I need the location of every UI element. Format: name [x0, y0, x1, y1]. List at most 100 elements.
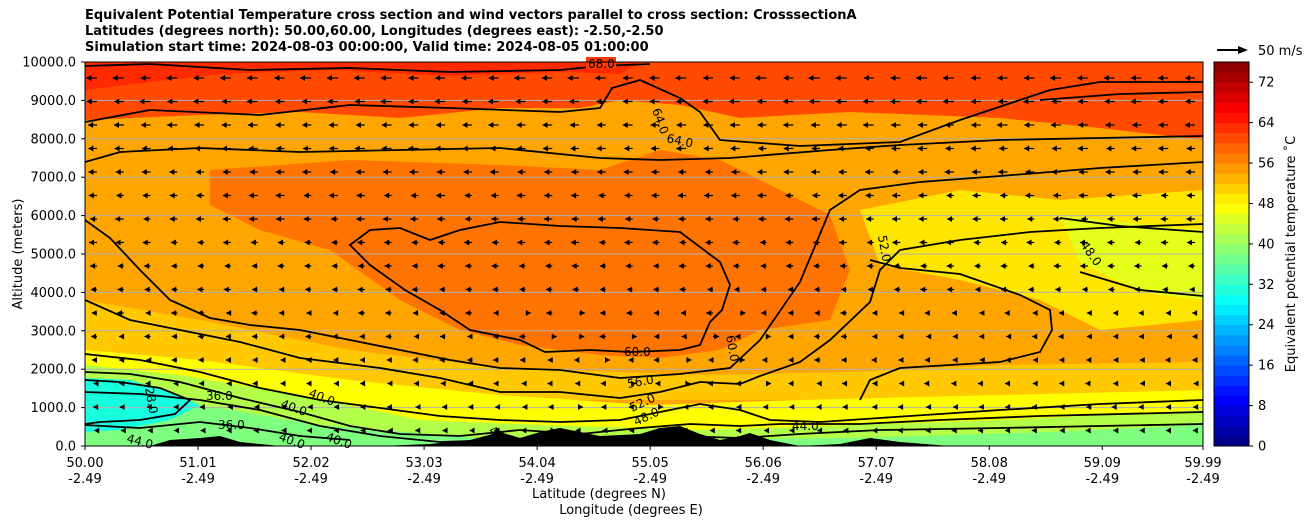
x-tick-label-lat: 58.08	[971, 456, 1008, 471]
wind-vector-head	[707, 380, 713, 387]
wind-vector-head	[305, 333, 311, 340]
wind-vector-head	[412, 263, 418, 269]
wind-vector-head	[978, 427, 984, 434]
wind-vector-head	[649, 98, 655, 105]
wind-vector-head	[1026, 239, 1032, 246]
wind-vector-head	[546, 310, 552, 316]
x-tick-label-lon: -2.49	[859, 472, 893, 487]
wind-vector-head	[863, 75, 869, 81]
wind-vector-head	[866, 216, 872, 222]
wind-vector-head	[654, 333, 660, 340]
wind-vector-head	[811, 169, 817, 175]
colorbar-steps	[1213, 61, 1250, 447]
wind-vector-head	[93, 380, 99, 387]
wind-vector-head	[544, 192, 550, 199]
wind-vector-head	[171, 286, 177, 293]
wind-vector-head	[1193, 404, 1199, 410]
wind-vector-head	[146, 404, 152, 410]
wind-vector-head	[1104, 98, 1110, 105]
wind-vector-head	[467, 333, 473, 340]
contour-label-60a: 60.0	[624, 345, 651, 359]
wind-vector-head	[1139, 380, 1145, 387]
wind-vector-head	[469, 427, 475, 434]
wind-vector-head	[867, 239, 873, 246]
wind-vector-head	[221, 122, 227, 128]
wind-vector-head	[117, 286, 123, 293]
wind-vector-head	[167, 98, 173, 105]
wind-vector-head	[113, 122, 119, 128]
wind-vector-head	[91, 310, 97, 316]
wind-vector-head	[387, 404, 393, 410]
wind-vector-head	[918, 216, 924, 222]
wind-vector-head	[439, 310, 445, 316]
wind-vector-head	[899, 380, 905, 387]
colorbar-step	[1214, 435, 1249, 447]
wind-vector-head	[703, 145, 709, 152]
colorbar: 0 8 16 24 32 40 48 56 64 72 Equivalent potential …	[1213, 61, 1299, 455]
wind-vector-head	[675, 75, 681, 81]
wind-vector-head	[328, 122, 334, 128]
wind-vector-head	[708, 357, 714, 363]
colorbar-step	[1214, 314, 1249, 326]
wind-vector-head	[440, 380, 446, 387]
wind-vector-head	[894, 286, 900, 293]
wind-vector-head	[655, 380, 661, 387]
wind-vector-head	[1005, 357, 1011, 363]
wind-vector-head	[117, 310, 123, 316]
wind-vector-head	[731, 192, 737, 199]
y-axis-title: Altitude (meters)	[11, 199, 26, 310]
wind-vector-head	[381, 145, 387, 152]
wind-vector-head	[88, 122, 94, 128]
wind-vector-head	[705, 169, 711, 175]
wind-vector-head	[783, 122, 789, 128]
x-axis-title-2: Longitude (degrees E)	[559, 503, 703, 518]
colorbar-step	[1214, 355, 1249, 366]
wind-vector-head	[1077, 98, 1083, 105]
colorbar-step	[1214, 163, 1249, 174]
wind-vector-head	[543, 216, 549, 222]
wind-vector-head	[578, 404, 584, 410]
wind-vector-head	[808, 75, 814, 81]
wind-vector-head	[817, 427, 823, 434]
wind-vector-head	[708, 404, 714, 410]
wind-vector-head	[1078, 192, 1084, 199]
wind-vector-head	[631, 380, 637, 387]
wind-vector-head	[757, 169, 763, 175]
wind-vector-head	[88, 145, 94, 152]
wind-vector-head	[280, 357, 286, 363]
wind-vector-head	[761, 310, 767, 316]
colorbar-step	[1214, 425, 1249, 437]
wind-vector-head	[624, 192, 630, 199]
contour-label-64b: 64.0	[665, 131, 694, 150]
wind-vector-head	[1028, 263, 1034, 269]
wind-vector-head	[1001, 239, 1007, 246]
colorbar-step	[1214, 294, 1249, 306]
wind-vector-head	[709, 427, 715, 434]
wind-reference-arrowhead	[1238, 46, 1248, 54]
wind-vector-head	[918, 169, 924, 175]
x-tick-label-lat: 51.01	[179, 456, 216, 471]
wind-vector-head	[707, 286, 713, 293]
wind-vector-head	[999, 216, 1005, 222]
wind-vector-head	[658, 404, 664, 410]
wind-vector-head	[1080, 263, 1086, 269]
wind-vector-head	[678, 169, 684, 175]
wind-vector-head	[408, 98, 414, 105]
wind-vector-head	[357, 286, 363, 293]
contour-60a	[85, 135, 1203, 163]
wind-vector-head	[280, 380, 286, 387]
wind-vector-head	[574, 357, 580, 363]
x-axis-title: Latitude (degrees N)	[532, 487, 666, 502]
wind-vector-head	[1077, 145, 1083, 152]
wind-vector-head	[732, 216, 738, 222]
wind-vector-head	[1186, 145, 1192, 152]
contour-28	[85, 379, 192, 425]
wind-vector-head	[706, 310, 712, 316]
wind-vector-head	[226, 310, 232, 316]
wind-vector-head	[809, 98, 815, 105]
wind-vector-head	[1132, 216, 1138, 222]
wind-vector-head	[1086, 333, 1092, 340]
wind-vector-head	[279, 286, 285, 293]
wind-vector-head	[650, 145, 656, 152]
